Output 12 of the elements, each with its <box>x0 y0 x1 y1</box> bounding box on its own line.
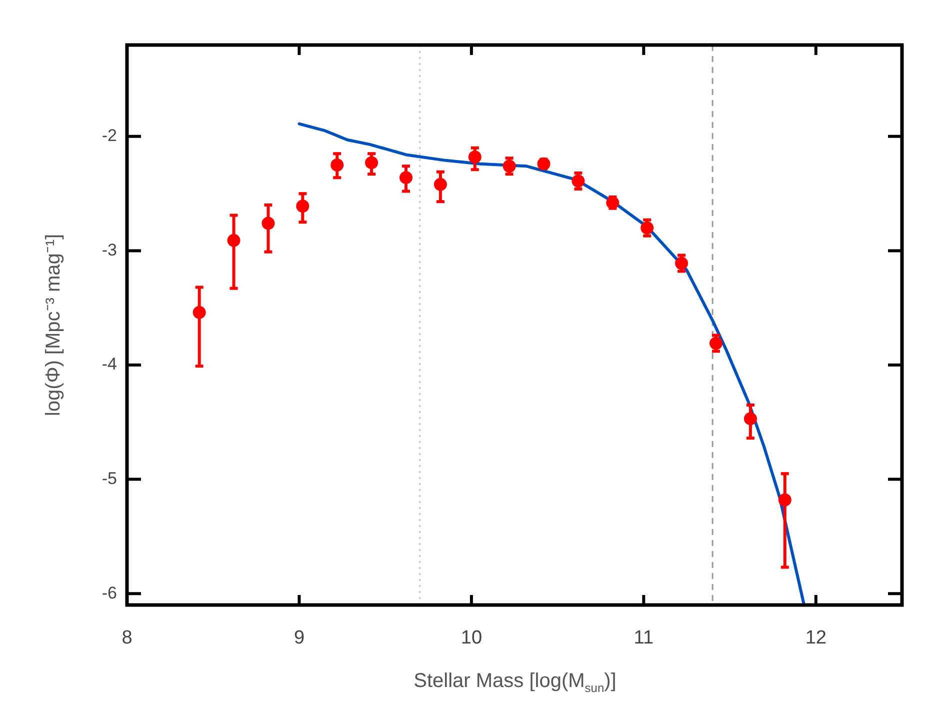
y-tick-label: -5 <box>102 468 117 488</box>
y-axis-title: log(Φ) [Mpc⁻³ mag⁻¹] <box>42 234 66 416</box>
y-tick-label: -4 <box>102 354 117 374</box>
x-tick-label: 9 <box>294 628 305 649</box>
x-tick-label: 8 <box>122 628 132 649</box>
x-tick-label: 10 <box>460 628 482 649</box>
y-tick-label: -3 <box>102 240 117 260</box>
x-tick-label: 11 <box>634 628 654 649</box>
y-tick-label: -2 <box>102 126 117 146</box>
x-tick-label: 12 <box>805 628 826 649</box>
y-tick-label: -6 <box>102 583 117 602</box>
x-axis-title: Stellar Mass [log(M$_{sun}$)] <box>414 670 616 695</box>
